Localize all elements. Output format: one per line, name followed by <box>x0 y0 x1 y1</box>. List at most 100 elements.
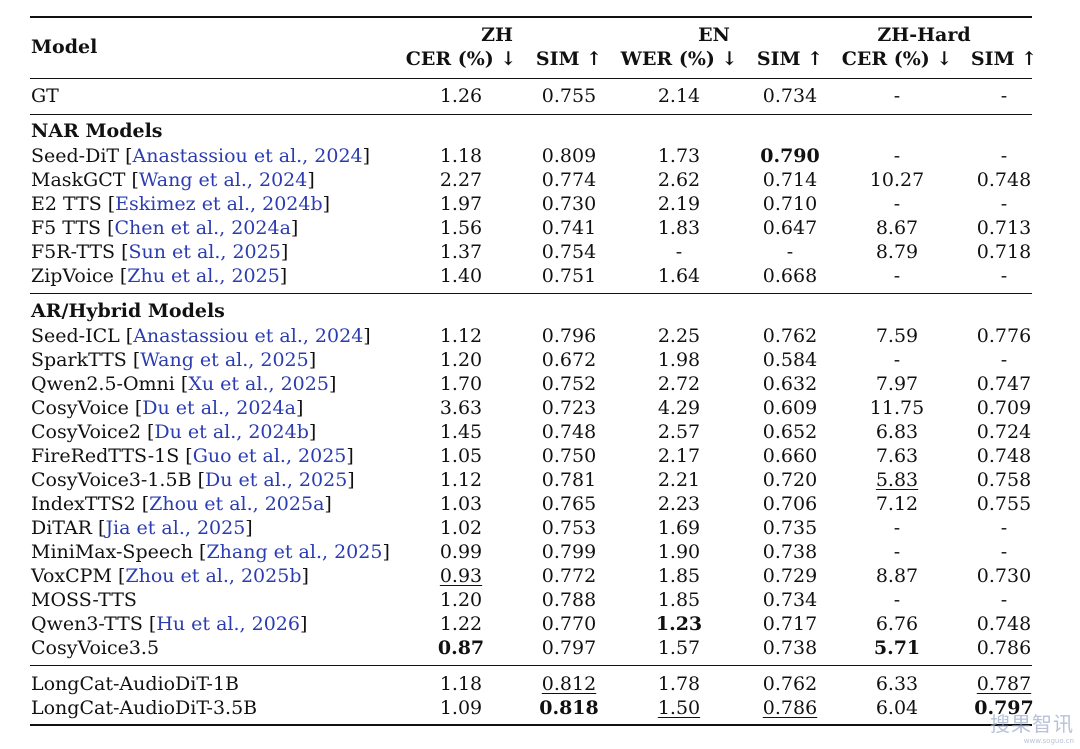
model-name: F5 TTS <box>31 217 102 239</box>
value-cell: - <box>1000 541 1008 563</box>
value-cell: - <box>893 265 901 287</box>
citation-link[interactable]: Hu et al., 2026 <box>156 613 300 635</box>
citation-link[interactable]: Zhou et al., 2025a <box>149 493 325 515</box>
citation-link[interactable]: Zhang et al., 2025 <box>206 541 383 563</box>
value-cell: 1.56 <box>439 217 483 239</box>
value-cell: 8.87 <box>875 565 919 587</box>
citation-link[interactable]: Zhu et al., 2025 <box>127 265 280 287</box>
top-rule <box>30 16 1032 18</box>
value-cell: 1.40 <box>439 265 483 287</box>
citation-link[interactable]: Guo et al., 2025 <box>192 445 347 467</box>
value-cell: 0.87 <box>437 637 485 659</box>
model-name: Qwen2.5-Omni <box>31 373 175 395</box>
value-cell: 5.71 <box>873 637 921 659</box>
header-group-en: EN <box>698 24 730 46</box>
table-row: Seed-DiT [Anastassiou et al., 2024] 1.18 0… <box>0 144 1080 168</box>
table-row: CosyVoice3.5 0.87 0.797 1.57 0.738 5.71 0.786 <box>0 636 1080 660</box>
model-name: CosyVoice3-1.5B <box>31 469 192 491</box>
table-row: CosyVoice [Du et al., 2024a] 3.63 0.723 4.2… <box>0 396 1080 420</box>
value-cell: - <box>1000 145 1008 167</box>
value-cell: 3.63 <box>439 397 483 419</box>
value-cell: 1.98 <box>657 349 701 371</box>
value-cell: 11.75 <box>869 397 925 419</box>
value-cell: - <box>675 241 683 263</box>
header-metric: CER (%) ↓ <box>841 48 953 70</box>
header-model: Model <box>31 36 98 58</box>
citation-link[interactable]: Du et al., 2025 <box>204 469 348 491</box>
value-cell: 0.584 <box>762 349 818 371</box>
value-cell: - <box>1000 265 1008 287</box>
value-cell: 0.632 <box>762 373 818 395</box>
value-cell: 1.05 <box>439 445 483 467</box>
table-row: LongCat-AudioDiT-1B 1.18 0.812 1.78 0.762 6.3… <box>0 672 1080 696</box>
table-row: E2 TTS [Eskimez et al., 2024b] 1.97 0.730 2… <box>0 192 1080 216</box>
citation-link[interactable]: Jia et al., 2025 <box>105 517 246 539</box>
value-cell: 1.26 <box>439 85 483 107</box>
citation-link[interactable]: Eskimez et al., 2024b <box>115 193 323 215</box>
value-cell: 10.27 <box>869 169 925 191</box>
citation-link[interactable]: Anastassiou et al., 2024 <box>132 145 363 167</box>
citation-link[interactable]: Xu et al., 2025 <box>188 373 329 395</box>
table-row: Seed-ICL [Anastassiou et al., 2024] 1.12 0… <box>0 324 1080 348</box>
value-cell: 0.818 <box>539 697 599 719</box>
value-cell: 0.752 <box>541 373 597 395</box>
citation-link[interactable]: Sun et al., 2025 <box>128 241 281 263</box>
value-cell: 0.93 <box>439 565 483 587</box>
value-cell: 0.730 <box>541 193 597 215</box>
value-cell: - <box>1000 349 1008 371</box>
citation-link[interactable]: Zhou et al., 2025b <box>125 565 302 587</box>
model-name: Seed-ICL <box>31 325 120 347</box>
value-cell: - <box>893 193 901 215</box>
header-group-zh: ZH <box>481 24 513 46</box>
value-cell: 0.758 <box>976 469 1032 491</box>
value-cell: 0.770 <box>541 613 597 635</box>
value-cell: 0.754 <box>541 241 597 263</box>
value-cell: 0.812 <box>541 673 597 695</box>
value-cell: 2.23 <box>657 493 701 515</box>
value-cell: 0.797 <box>974 697 1034 719</box>
model-name: CosyVoice <box>31 397 129 419</box>
value-cell: 0.787 <box>976 673 1032 695</box>
citation-link[interactable]: Du et al., 2024a <box>142 397 296 419</box>
citation-link[interactable]: Wang et al., 2025 <box>140 349 309 371</box>
value-cell: 0.713 <box>976 217 1032 239</box>
value-cell: 0.762 <box>762 325 818 347</box>
model-name: MaskGCT <box>31 169 126 191</box>
value-cell: 0.753 <box>541 517 597 539</box>
model-cell: CosyVoice [Du et al., 2024a] <box>31 397 304 419</box>
value-cell: - <box>893 589 901 611</box>
value-cell: - <box>893 349 901 371</box>
model-name: F5R-TTS <box>31 241 116 263</box>
value-cell: 0.741 <box>541 217 597 239</box>
header-metric: SIM ↑ <box>970 48 1038 70</box>
value-cell: 1.37 <box>439 241 483 263</box>
value-cell: 2.57 <box>657 421 701 443</box>
value-cell: 0.717 <box>762 613 818 635</box>
value-cell: - <box>1000 85 1008 107</box>
header-metric: CER (%) ↓ <box>405 48 517 70</box>
table-row: Qwen2.5-Omni [Xu et al., 2025] 1.70 0.752 2… <box>0 372 1080 396</box>
model-cell: ZipVoice [Zhu et al., 2025] <box>31 265 288 287</box>
value-cell: 8.67 <box>875 217 919 239</box>
table-row: VoxCPM [Zhou et al., 2025b] 0.93 0.772 1.85… <box>0 564 1080 588</box>
model-cell: MOSS-TTS <box>31 588 137 612</box>
table-rule <box>30 724 1032 726</box>
value-cell: 0.790 <box>760 145 820 167</box>
table-row: F5R-TTS [Sun et al., 2025] 1.37 0.754 - - 8.7… <box>0 240 1080 264</box>
citation-link[interactable]: Chen et al., 2024a <box>114 217 291 239</box>
citation-link[interactable]: Wang et al., 2024 <box>138 169 308 191</box>
citation-link[interactable]: Du et al., 2024b <box>154 421 309 443</box>
value-cell: 0.774 <box>541 169 597 191</box>
table-row: MiniMax-Speech [Zhang et al., 2025] 0.99 0… <box>0 540 1080 564</box>
value-cell: - <box>786 241 794 263</box>
value-cell: 7.63 <box>875 445 919 467</box>
value-cell: - <box>893 145 901 167</box>
citation-link[interactable]: Anastassiou et al., 2024 <box>133 325 364 347</box>
value-cell: 0.668 <box>762 265 818 287</box>
value-cell: 2.62 <box>657 169 701 191</box>
model-cell: FireRedTTS-1S [Guo et al., 2025] <box>31 445 354 467</box>
header-group-zh-hard: ZH-Hard <box>877 24 971 46</box>
model-cell: Seed-ICL [Anastassiou et al., 2024] <box>31 325 371 347</box>
model-cell: CosyVoice3.5 <box>31 636 159 660</box>
value-cell: 7.12 <box>875 493 919 515</box>
